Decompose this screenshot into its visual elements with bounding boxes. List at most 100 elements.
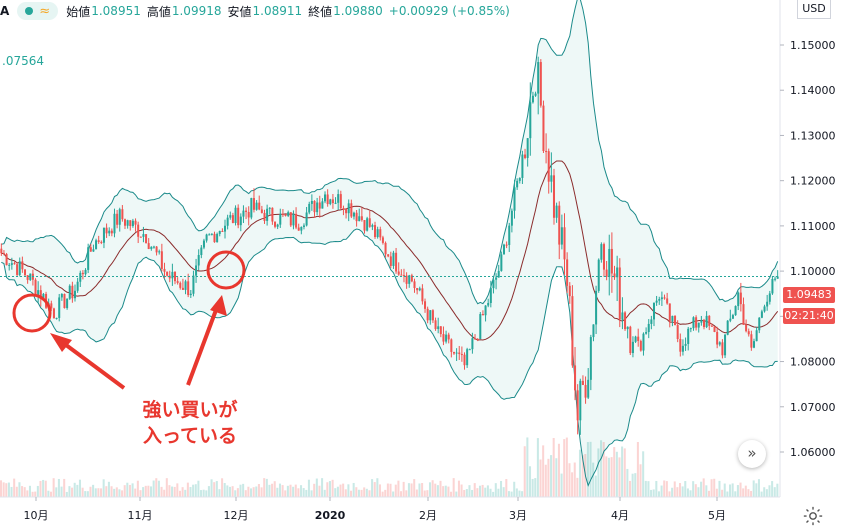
volume-bar: [57, 478, 60, 497]
highlight-circle-2: [206, 250, 246, 290]
volume-bar: [402, 481, 405, 497]
candle-body: [84, 269, 87, 275]
candle-body: [631, 341, 634, 354]
visibility-toggle[interactable]: ≈: [17, 2, 59, 20]
volume-bar: [686, 488, 689, 497]
candle-body: [518, 177, 521, 181]
candle-body: [395, 252, 398, 272]
volume-bar: [128, 484, 131, 497]
volume-bar: [155, 478, 158, 497]
volume-bar: [94, 488, 97, 497]
candle-body: [508, 225, 511, 245]
high-label: 高値: [146, 4, 171, 19]
candle-body: [263, 212, 266, 221]
volume-bar: [594, 475, 597, 497]
candle-body: [739, 292, 742, 305]
candle-body: [766, 301, 769, 307]
candle-body: [200, 247, 203, 256]
volume-bar: [405, 490, 408, 497]
volume-bar: [421, 483, 424, 497]
candle-body: [566, 259, 569, 286]
candle-body: [563, 227, 566, 260]
open-label: 始値: [66, 4, 91, 19]
volume-bar: [536, 438, 539, 497]
candle-body: [147, 243, 150, 250]
volume-bar: [118, 489, 121, 497]
volume-bar: [615, 451, 618, 497]
candle-body: [87, 247, 90, 270]
volume-bar: [65, 491, 68, 497]
volume-bar: [639, 464, 642, 497]
candle-body: [413, 281, 416, 289]
candle-body: [721, 342, 724, 356]
candle-body: [0, 248, 3, 254]
candle-body: [379, 229, 382, 238]
candle-body: [108, 230, 111, 234]
scroll-to-realtime-button[interactable]: »: [738, 440, 766, 468]
volume-bar: [97, 488, 100, 497]
x-tick-label: 2月: [419, 509, 437, 522]
candle-body: [297, 227, 300, 231]
volume-bar: [560, 473, 563, 497]
volume-bar: [23, 487, 26, 497]
volume-bar: [344, 489, 347, 497]
volume-bar: [10, 486, 13, 497]
volume-bar: [526, 437, 529, 497]
volume-bar: [473, 483, 476, 497]
candle-body: [568, 285, 571, 297]
volume-bar: [734, 491, 737, 497]
volume-bar: [42, 479, 45, 497]
x-tick-label: 11月: [128, 509, 153, 522]
volume-bar: [723, 483, 726, 497]
volume-bar: [484, 487, 487, 497]
annotation-text: 強い買いが 入っている: [125, 397, 255, 449]
candle-body: [663, 297, 666, 299]
volume-bar: [50, 491, 53, 497]
volume-bar: [426, 490, 429, 497]
candle-body: [116, 213, 119, 225]
candle-body: [400, 274, 403, 276]
volume-bar: [194, 484, 197, 497]
candle-body: [324, 194, 327, 202]
currency-label[interactable]: USD: [797, 0, 831, 19]
candle-body: [152, 246, 155, 248]
candle-body: [389, 256, 392, 266]
candle-body: [187, 281, 190, 296]
change-value: +0.00929 (+0.85%): [388, 4, 510, 18]
candle-body: [26, 275, 29, 280]
candle-body: [81, 272, 84, 275]
candle-body: [531, 95, 534, 103]
volume-bar: [257, 484, 260, 497]
candle-body: [221, 230, 224, 232]
candle-body: [521, 154, 524, 178]
candle-body: [558, 205, 561, 245]
candle-body: [60, 293, 63, 298]
candle-body: [534, 93, 537, 96]
volume-bar: [500, 480, 503, 497]
arrow-head-1: [50, 333, 72, 352]
candle-body: [363, 220, 366, 231]
ticker-symbol: A: [0, 4, 10, 18]
candle-body: [668, 303, 671, 321]
volume-bar: [476, 488, 479, 497]
candle-body: [421, 288, 424, 302]
candle-body: [260, 209, 263, 213]
y-tick-label: 1.12000: [790, 175, 836, 188]
candle-body: [76, 281, 79, 291]
volume-bar: [78, 479, 81, 497]
candle-body: [418, 288, 421, 291]
volume-bar: [771, 481, 774, 497]
candle-body: [387, 254, 390, 257]
settings-gear-icon[interactable]: [802, 505, 824, 527]
open-value: 1.08951: [91, 4, 141, 18]
volume-bar: [455, 491, 458, 497]
candle-body: [155, 246, 158, 253]
volume-bar: [318, 485, 321, 497]
candle-body: [100, 241, 103, 243]
annotation-line-1: 強い買いが: [142, 399, 238, 421]
volume-bar: [447, 486, 450, 497]
volume-bar: [31, 491, 34, 497]
volume-bar: [178, 490, 181, 497]
candle-body: [589, 337, 592, 380]
